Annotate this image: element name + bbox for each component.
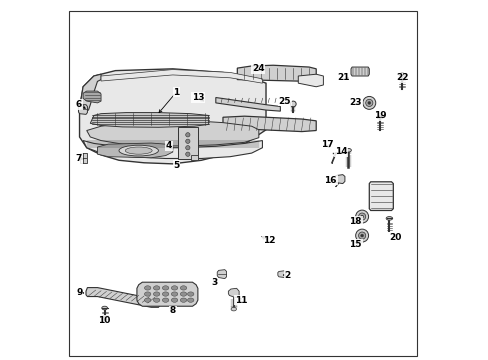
Text: 8: 8 — [169, 306, 176, 315]
Ellipse shape — [230, 307, 236, 311]
Text: 23: 23 — [349, 98, 361, 107]
Ellipse shape — [398, 73, 405, 77]
Text: 15: 15 — [349, 240, 361, 249]
Polygon shape — [78, 105, 87, 114]
Circle shape — [355, 210, 368, 223]
Text: 5: 5 — [173, 161, 179, 170]
Polygon shape — [223, 116, 316, 132]
Ellipse shape — [162, 298, 168, 302]
Polygon shape — [333, 175, 344, 184]
Text: 13: 13 — [191, 93, 203, 102]
Circle shape — [185, 145, 190, 150]
Ellipse shape — [386, 217, 392, 220]
Circle shape — [362, 96, 375, 109]
Text: 16: 16 — [324, 176, 336, 185]
Ellipse shape — [162, 292, 168, 296]
Ellipse shape — [187, 298, 194, 302]
Text: 3: 3 — [210, 278, 217, 287]
Polygon shape — [237, 65, 316, 81]
Text: 21: 21 — [336, 73, 348, 82]
Bar — [178, 127, 198, 159]
Ellipse shape — [345, 148, 351, 152]
Ellipse shape — [119, 145, 158, 156]
Polygon shape — [215, 98, 280, 111]
Circle shape — [185, 139, 190, 143]
Polygon shape — [90, 113, 208, 127]
Ellipse shape — [290, 101, 296, 107]
Circle shape — [367, 102, 370, 104]
Circle shape — [185, 152, 190, 156]
Polygon shape — [97, 143, 172, 158]
Polygon shape — [80, 74, 101, 112]
Ellipse shape — [153, 298, 160, 302]
Text: 25: 25 — [278, 96, 290, 105]
Text: 11: 11 — [234, 296, 246, 305]
Text: 18: 18 — [349, 217, 361, 226]
Ellipse shape — [180, 298, 186, 302]
Ellipse shape — [153, 286, 160, 290]
Circle shape — [360, 234, 363, 237]
Text: 17: 17 — [320, 140, 333, 149]
Polygon shape — [101, 69, 262, 83]
Text: 19: 19 — [373, 111, 386, 120]
Circle shape — [355, 229, 368, 242]
Polygon shape — [298, 74, 323, 87]
Ellipse shape — [187, 292, 194, 296]
Polygon shape — [86, 121, 258, 146]
Polygon shape — [217, 270, 226, 279]
Ellipse shape — [171, 292, 178, 296]
Bar — [80, 153, 87, 163]
Polygon shape — [86, 288, 160, 307]
Polygon shape — [83, 140, 262, 158]
Polygon shape — [368, 182, 392, 211]
Text: 14: 14 — [334, 147, 347, 156]
Polygon shape — [228, 288, 239, 298]
Ellipse shape — [125, 147, 152, 154]
Ellipse shape — [102, 306, 107, 310]
Circle shape — [360, 215, 363, 218]
Text: 1: 1 — [173, 87, 179, 96]
Text: 20: 20 — [388, 233, 401, 242]
Text: 12: 12 — [262, 237, 275, 246]
Polygon shape — [350, 67, 368, 76]
Circle shape — [185, 133, 190, 137]
Ellipse shape — [153, 292, 160, 296]
Polygon shape — [137, 282, 198, 306]
Polygon shape — [80, 69, 265, 164]
Ellipse shape — [376, 116, 383, 119]
Bar — [190, 154, 198, 160]
Polygon shape — [83, 91, 101, 103]
Text: 24: 24 — [251, 64, 264, 73]
Ellipse shape — [180, 286, 186, 290]
Ellipse shape — [180, 292, 186, 296]
Text: 2: 2 — [284, 270, 290, 279]
Circle shape — [358, 232, 365, 239]
Text: 7: 7 — [76, 154, 82, 163]
Circle shape — [358, 213, 365, 220]
Ellipse shape — [171, 298, 178, 302]
Circle shape — [365, 99, 372, 107]
Ellipse shape — [171, 286, 178, 290]
Ellipse shape — [144, 292, 151, 296]
Ellipse shape — [144, 298, 151, 302]
Ellipse shape — [162, 286, 168, 290]
Polygon shape — [277, 271, 285, 278]
Ellipse shape — [144, 286, 151, 290]
Text: 6: 6 — [76, 100, 82, 109]
Text: 22: 22 — [395, 73, 407, 82]
Text: 4: 4 — [165, 141, 172, 150]
Text: 9: 9 — [76, 288, 82, 297]
Text: 10: 10 — [98, 316, 110, 325]
